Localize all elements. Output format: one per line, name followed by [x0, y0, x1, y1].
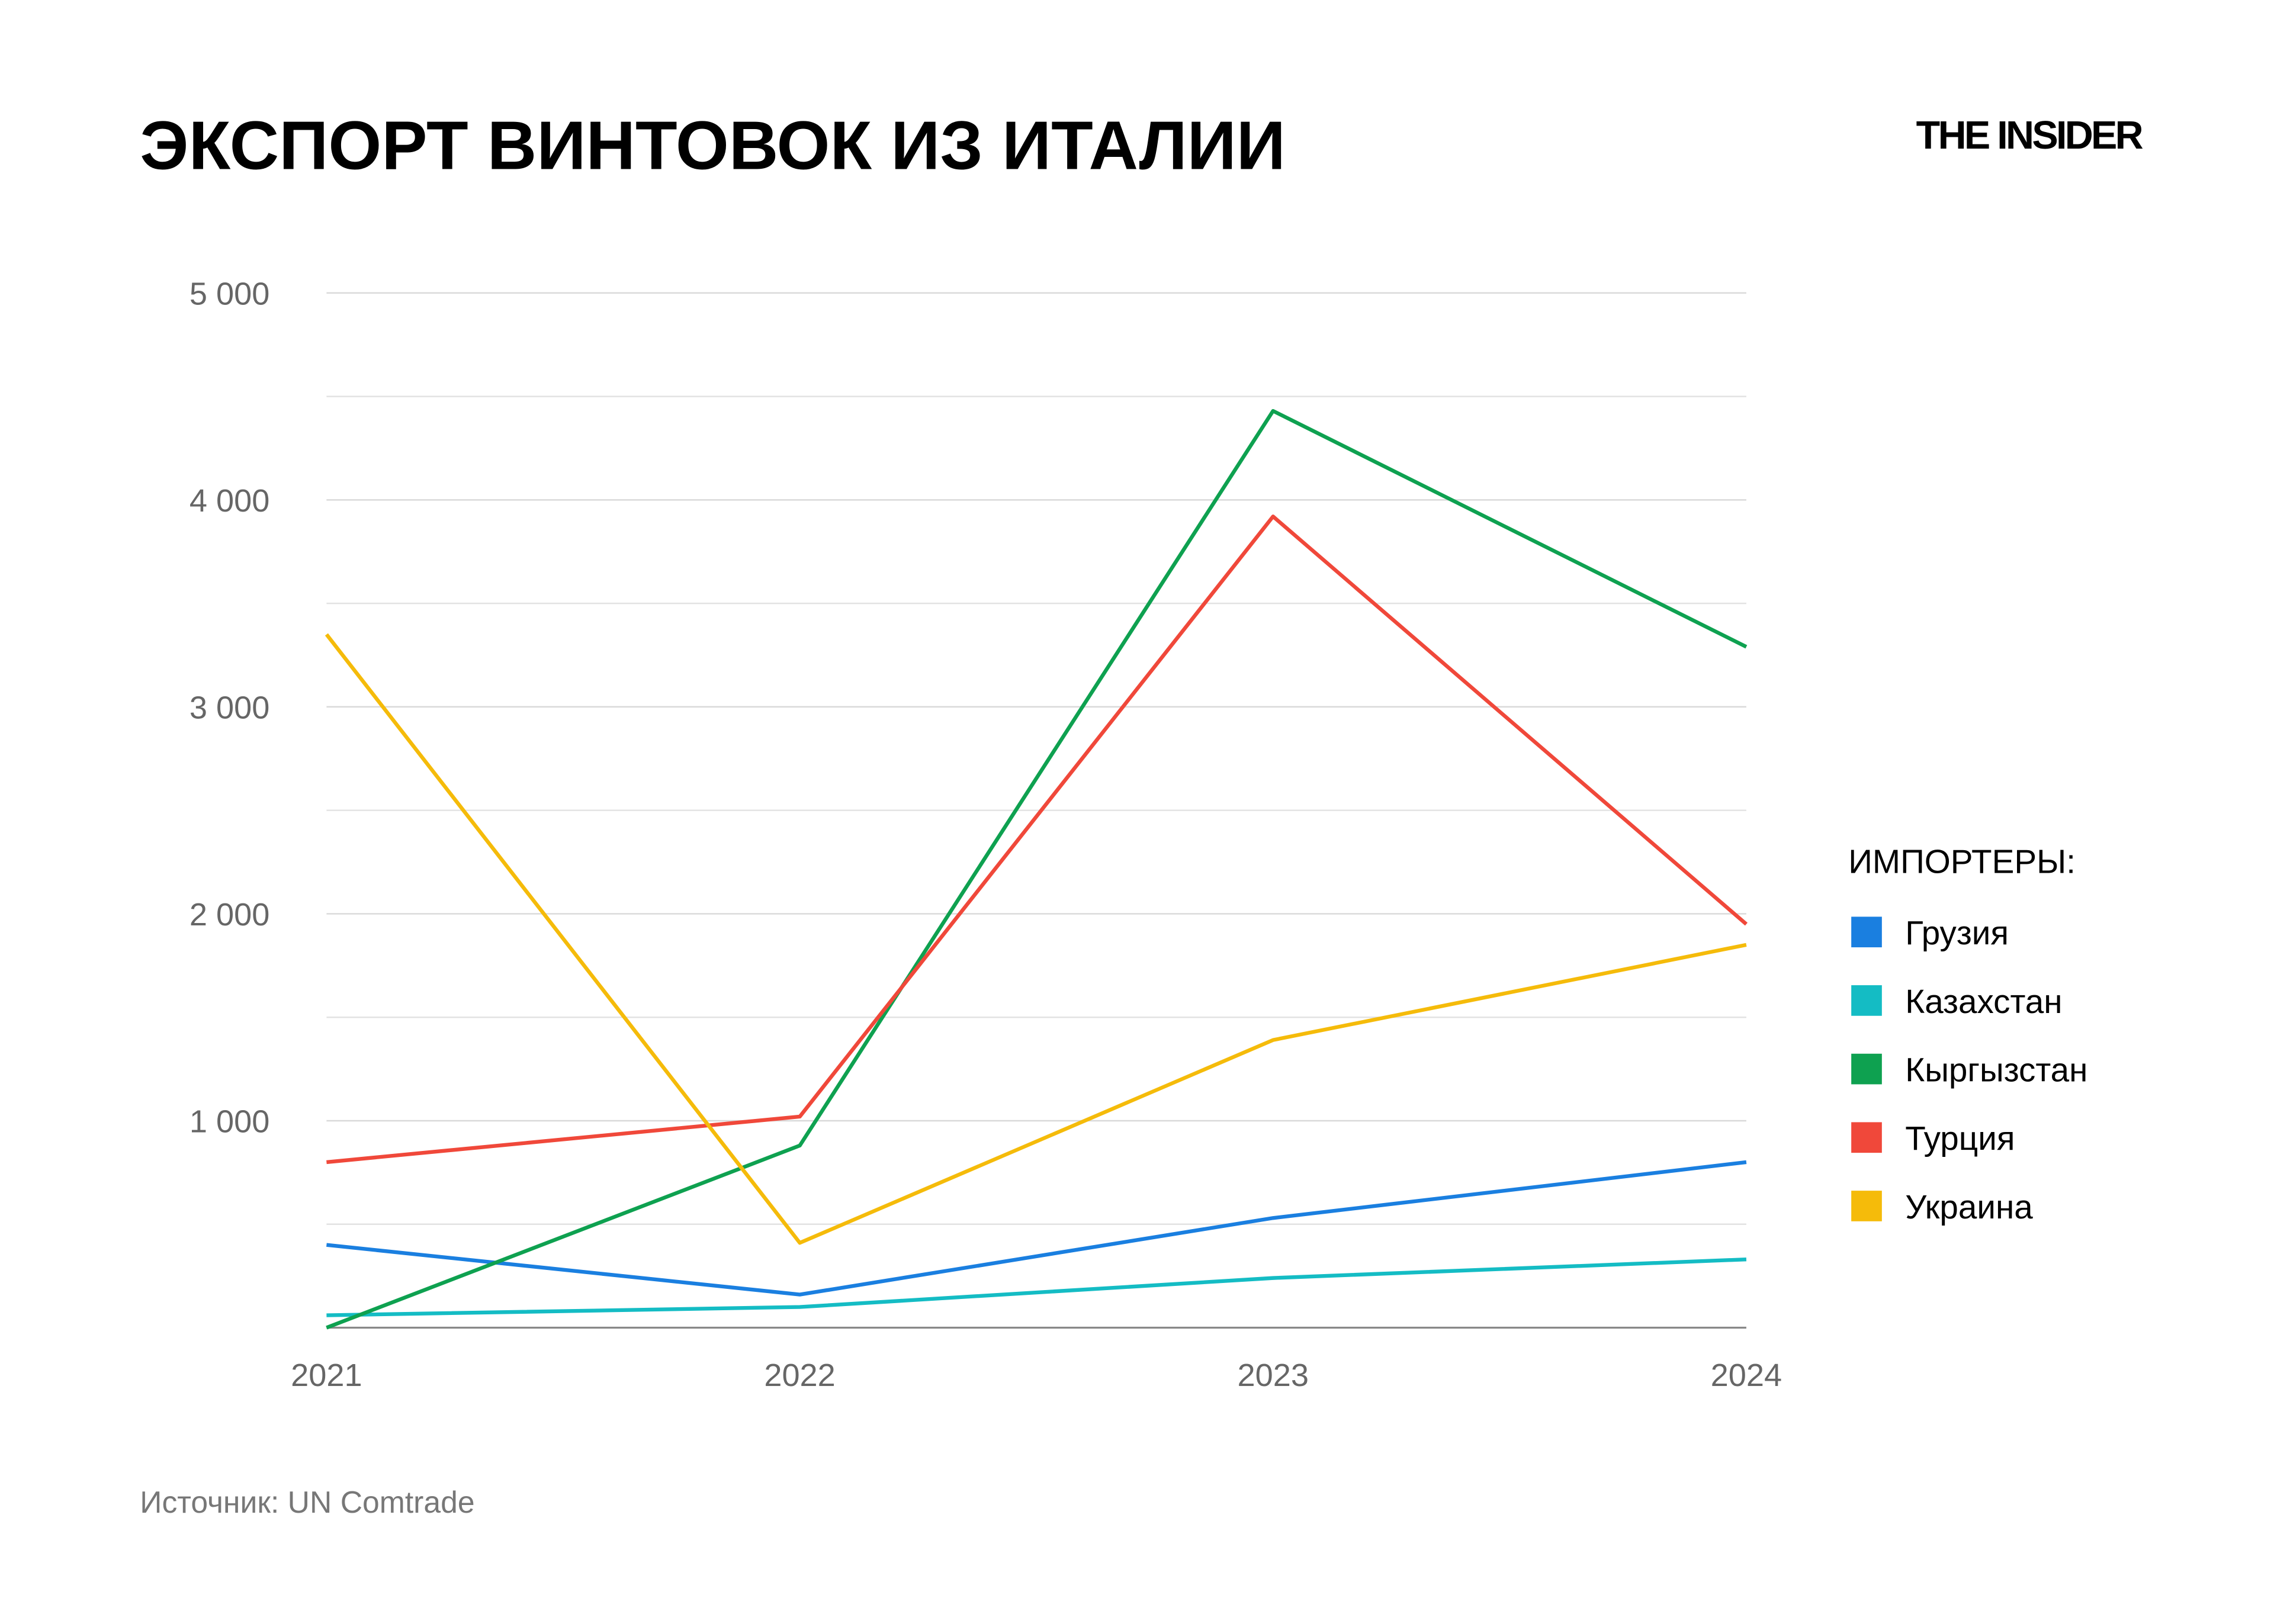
y-tick-label: 2 000	[190, 897, 269, 932]
legend-swatch	[1851, 1191, 1882, 1221]
legend-label: Кыргызстан	[1905, 1051, 2087, 1089]
y-tick-label: 1 000	[190, 1104, 269, 1140]
legend-swatch	[1851, 1053, 1882, 1085]
chart-title: ЭКСПОРТ ВИНТОВОК ИЗ ИТАЛИИ	[140, 107, 1286, 184]
series-line	[326, 1160, 1747, 1297]
y-tick-label: 4 000	[190, 483, 269, 519]
legend-title: ИМПОРТЕРЫ:	[1848, 843, 2076, 880]
series-line	[326, 409, 1748, 1330]
legend-label: Казахстан	[1905, 983, 2062, 1020]
legend-label: Украина	[1905, 1188, 2033, 1226]
legend-swatch	[1851, 985, 1882, 1016]
legend-swatch	[1851, 916, 1882, 948]
legend-swatch	[1851, 1122, 1882, 1153]
legend-label: Турция	[1905, 1120, 2015, 1157]
y-tick-label: 5 000	[190, 276, 269, 312]
logo: THE INSIDER	[1916, 114, 2143, 157]
x-tick-label: 2023	[1238, 1358, 1309, 1393]
source: Источник: UN Comtrade	[140, 1485, 474, 1519]
series-line	[325, 633, 1747, 1245]
y-tick-label: 3 000	[190, 690, 269, 726]
legend-label: Грузия	[1905, 914, 2009, 951]
x-tick-label: 2024	[1711, 1358, 1782, 1393]
x-tick-label: 2021	[291, 1358, 362, 1393]
x-tick-label: 2022	[764, 1358, 835, 1393]
series-line	[326, 514, 1748, 1165]
series-line	[326, 1257, 1747, 1317]
